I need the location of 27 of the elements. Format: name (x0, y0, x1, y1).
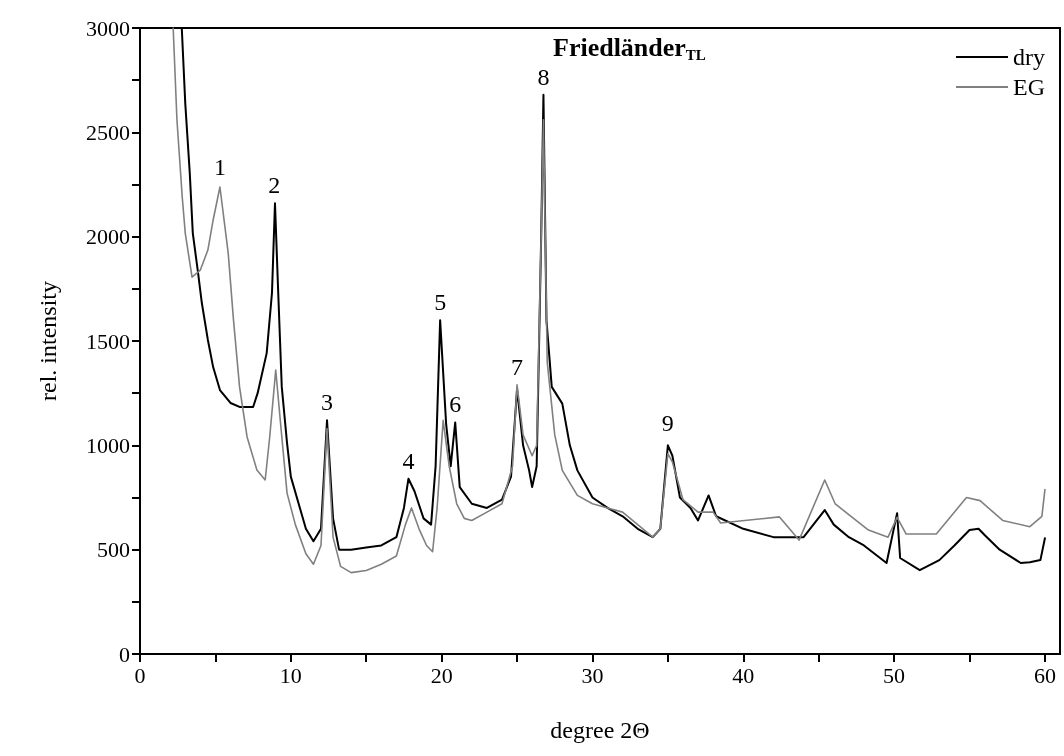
annotation: 7 (511, 353, 524, 380)
legend-label: EG (1013, 74, 1046, 100)
y-tick-label: 2000 (86, 224, 130, 250)
y-tick-label: 500 (97, 537, 130, 563)
y-tick-label: 0 (119, 641, 130, 667)
annotation: 1 (213, 153, 226, 180)
annotation: 9 (661, 410, 674, 437)
x-tick-label: 20 (430, 662, 453, 688)
annotation: 3 (321, 389, 334, 416)
annotation: 6 (449, 391, 462, 418)
x-tick-label: 60 (1033, 662, 1056, 688)
y-tick-label: 3000 (86, 15, 130, 41)
x-tick-label: 10 (279, 662, 302, 688)
x-axis-title: degree 2Θ (550, 717, 650, 743)
y-tick-label: 1500 (86, 328, 130, 354)
y-axis-title: rel. intensity (35, 281, 61, 401)
x-tick-label: 40 (732, 662, 755, 688)
y-tick-label: 2500 (86, 119, 130, 145)
legend-label: dry (1013, 44, 1046, 70)
x-tick-label: 30 (581, 662, 604, 688)
annotation: 2 (268, 172, 281, 199)
annotation: 4 (402, 447, 415, 474)
annotation: 8 (537, 63, 550, 90)
x-tick-label: 50 (883, 662, 906, 688)
y-tick-label: 1000 (86, 432, 130, 458)
x-tick-label: 0 (134, 662, 146, 688)
annotation: 5 (434, 289, 447, 316)
